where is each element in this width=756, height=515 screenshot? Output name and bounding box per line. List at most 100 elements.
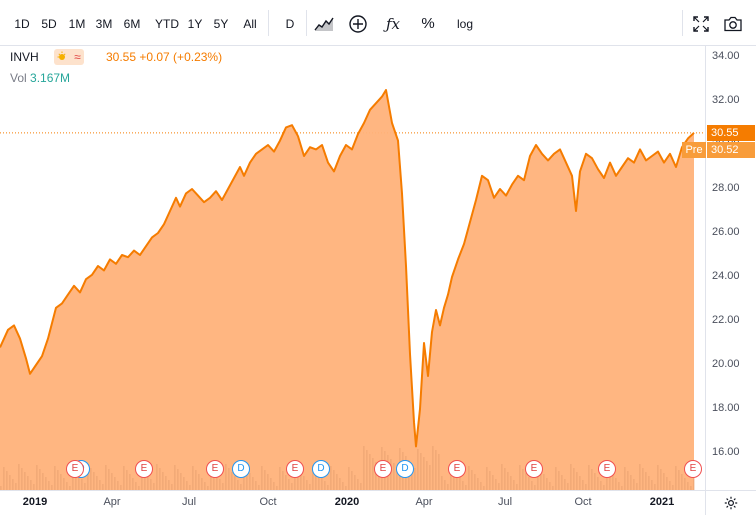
- volume-bar: [555, 467, 557, 490]
- range-button-5d[interactable]: 5D: [41, 17, 57, 31]
- volume-bar: [345, 486, 347, 490]
- chart-settings-button[interactable]: [705, 490, 756, 515]
- volume-bar: [312, 465, 314, 490]
- volume-bar: [24, 472, 26, 490]
- range-button-1d[interactable]: 1D: [14, 17, 30, 31]
- volume-bar: [285, 475, 287, 490]
- volume-bar: [60, 474, 62, 490]
- volume-bar: [189, 485, 191, 490]
- volume-bar: [582, 480, 584, 490]
- volume-bar: [303, 476, 305, 490]
- volume-bar: [63, 478, 65, 490]
- earnings-marker[interactable]: E: [598, 460, 616, 478]
- volume-bar: [411, 464, 413, 490]
- volume-bar: [117, 481, 119, 490]
- range-button-3m[interactable]: 3M: [95, 17, 113, 31]
- volume-bar: [633, 479, 635, 490]
- volume-bar: [564, 479, 566, 490]
- volume-bar: [9, 475, 11, 490]
- volume-bar: [648, 476, 650, 490]
- volume-bar: [450, 465, 452, 490]
- camera-icon[interactable]: [720, 11, 746, 37]
- volume-bar: [246, 469, 248, 490]
- volume-bar: [627, 471, 629, 490]
- volume-bar: [255, 481, 257, 490]
- volume-bar: [576, 472, 578, 490]
- volume-bar: [48, 481, 50, 490]
- volume-bar: [375, 462, 377, 490]
- sun-icon: [57, 51, 66, 60]
- volume-bar: [12, 479, 14, 490]
- volume-bar: [297, 468, 299, 490]
- volume-bar: [150, 479, 152, 490]
- earnings-marker[interactable]: E: [135, 460, 153, 478]
- price-chart[interactable]: [0, 46, 705, 490]
- range-button-ytd[interactable]: YTD: [155, 17, 179, 31]
- volume-bar: [282, 471, 284, 490]
- volume-bar: [288, 479, 290, 490]
- range-button-all[interactable]: All: [243, 17, 257, 31]
- volume-bar: [498, 483, 500, 490]
- volume-bar: [183, 477, 185, 490]
- earnings-marker[interactable]: E: [374, 460, 392, 478]
- volume-bar: [492, 475, 494, 490]
- earnings-marker[interactable]: E: [286, 460, 304, 478]
- volume-bar: [669, 481, 671, 490]
- volume-bar: [27, 476, 29, 490]
- volume-bar: [201, 478, 203, 490]
- volume-bar: [456, 473, 458, 490]
- dividend-marker[interactable]: D: [396, 460, 414, 478]
- volume-bar: [483, 486, 485, 490]
- price-tick-label: 26.00: [712, 226, 740, 238]
- range-button-1y[interactable]: 1Y: [187, 17, 203, 31]
- dividend-marker[interactable]: D: [232, 460, 250, 478]
- volume-bar: [102, 484, 104, 490]
- volume-bar: [318, 473, 320, 490]
- volume-bar: [264, 470, 266, 490]
- earnings-marker[interactable]: E: [448, 460, 466, 478]
- volume-bar: [57, 470, 59, 490]
- function-icon[interactable]: ƒx: [385, 15, 400, 33]
- volume-bar: [579, 476, 581, 490]
- volume-bar: [609, 470, 611, 490]
- volume-bar: [6, 471, 8, 490]
- earnings-marker[interactable]: E: [684, 460, 702, 478]
- volume-bar: [105, 465, 107, 490]
- time-tick-label: Jul: [181, 496, 197, 508]
- volume-bar: [495, 479, 497, 490]
- volume-bar: [141, 467, 143, 490]
- fullscreen-icon[interactable]: [688, 11, 714, 37]
- range-button-1m[interactable]: 1M: [68, 17, 86, 31]
- volume-bar: [228, 468, 230, 490]
- volume-bar: [474, 474, 476, 490]
- time-axis[interactable]: 2019 Apr Jul Oct 2020 Apr Jul Oct 2021: [0, 490, 705, 515]
- percent-button[interactable]: %: [421, 15, 435, 32]
- range-button-5y[interactable]: 5Y: [213, 17, 229, 31]
- volume-bar: [36, 465, 38, 490]
- compare-plus-icon[interactable]: [345, 11, 371, 37]
- earnings-marker[interactable]: E: [66, 460, 84, 478]
- earnings-marker[interactable]: E: [206, 460, 224, 478]
- volume-bar: [18, 464, 20, 490]
- volume-bar: [414, 468, 416, 490]
- log-button[interactable]: log: [456, 17, 473, 31]
- toolbar-separator: [268, 10, 269, 36]
- volume-bar: [144, 471, 146, 490]
- interval-button[interactable]: D: [285, 17, 295, 31]
- top-toolbar: 1D 5D 1M 3M 6M YTD 1Y 5Y All D ƒx % log: [0, 0, 756, 46]
- chart-pane[interactable]: [0, 46, 705, 490]
- volume-label: Vol: [10, 71, 27, 85]
- volume-bar: [120, 485, 122, 490]
- earnings-marker[interactable]: E: [525, 460, 543, 478]
- last-price-tag: 30.55: [707, 124, 755, 141]
- volume-bar: [621, 486, 623, 490]
- price-scale[interactable]: 34.0032.0030.0028.0026.0024.0022.0020.00…: [705, 46, 756, 490]
- range-button-6m[interactable]: 6M: [123, 17, 141, 31]
- volume-bar: [465, 485, 467, 490]
- dividend-marker[interactable]: D: [312, 460, 330, 478]
- volume-bar: [549, 482, 551, 490]
- volume-bar: [657, 465, 659, 490]
- volume-bar: [513, 480, 515, 490]
- market-status-badge[interactable]: ≈: [54, 49, 84, 65]
- line-chart-icon[interactable]: [311, 11, 337, 37]
